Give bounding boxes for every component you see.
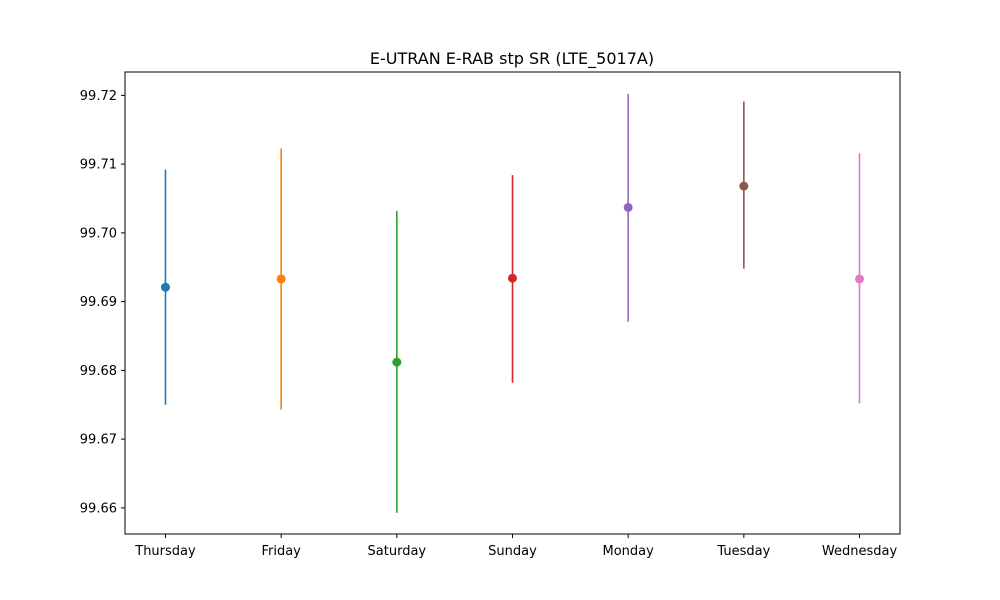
data-point: [855, 274, 865, 284]
x-tick-label: Friday: [261, 544, 301, 559]
y-tick-label: 99.70: [80, 226, 117, 241]
x-tick-label: Sunday: [488, 544, 537, 559]
chart-title: E-UTRAN E-RAB stp SR (LTE_5017A): [370, 49, 654, 69]
data-point: [160, 282, 170, 292]
y-tick-label: 99.69: [80, 295, 117, 310]
x-tick-label: Tuesday: [716, 544, 770, 559]
x-tick-label: Saturday: [368, 544, 427, 559]
y-tick-label: 99.66: [80, 501, 117, 516]
y-tick-label: 99.67: [80, 433, 117, 448]
data-point: [623, 202, 633, 212]
data-point: [392, 357, 402, 367]
y-tick-label: 99.71: [80, 158, 117, 173]
data-point: [739, 181, 749, 191]
x-tick-label: Thursday: [134, 544, 196, 559]
data-point: [276, 274, 286, 284]
axes-frame: [124, 71, 901, 535]
y-tick-label: 99.68: [80, 364, 117, 379]
x-tick-label: Wednesday: [822, 544, 898, 559]
x-tick-label: Monday: [603, 544, 655, 559]
y-tick-label: 99.72: [80, 89, 117, 104]
plot-area: 99.66 99.67 99.68 99.69 99.70 99.71 99.72 Thurs…: [80, 89, 898, 559]
data-point: [508, 273, 517, 283]
